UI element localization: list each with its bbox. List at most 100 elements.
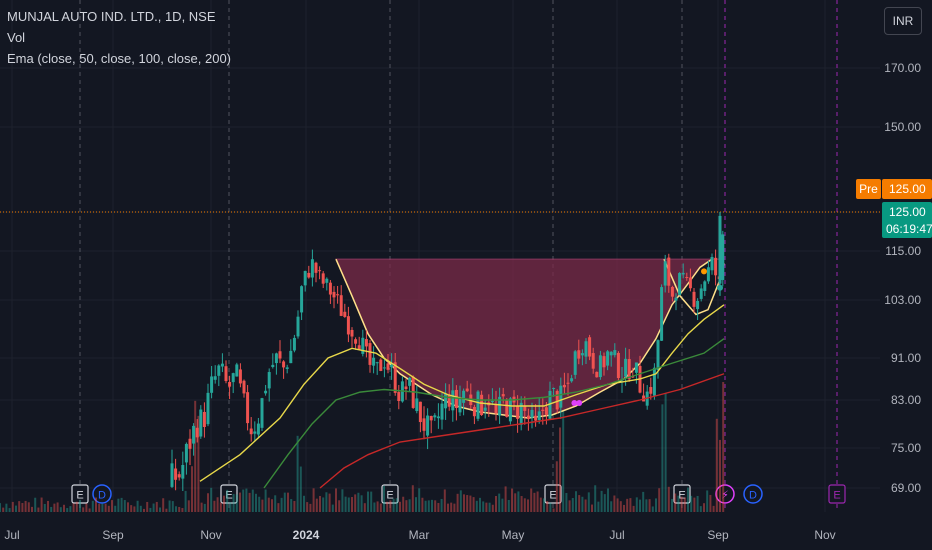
earnings-marker-6-shape — [828, 484, 846, 504]
candle-body — [300, 286, 304, 313]
volume-bar — [431, 499, 433, 512]
volume-bar — [370, 491, 373, 512]
volume-bar — [463, 494, 465, 512]
volume-bar — [511, 488, 513, 512]
last-price-badge — [882, 202, 932, 238]
volume-bar — [706, 490, 709, 512]
candle-body — [598, 355, 602, 378]
candle-body — [390, 364, 394, 368]
volume-bar — [219, 502, 222, 512]
volume-bar — [85, 503, 88, 512]
earnings-marker-3-label: E — [386, 490, 393, 502]
volume-bar — [527, 499, 529, 512]
time-tick-label: Jul — [609, 528, 624, 542]
volume-bar — [610, 501, 613, 512]
ema-200-line — [319, 373, 725, 489]
volume-bar — [187, 500, 190, 512]
candle-body — [184, 443, 188, 463]
split-marker-label: ⚡ — [721, 490, 729, 502]
volume-bar — [5, 503, 8, 512]
volume-bar — [351, 497, 353, 512]
volume-bar — [584, 499, 587, 512]
signal-dot-green — [717, 284, 723, 291]
candle-body — [703, 281, 707, 291]
volume-bar — [715, 418, 718, 512]
candle-body — [696, 300, 700, 310]
volume-bar — [296, 435, 299, 512]
volume-bar — [674, 493, 677, 512]
volume-bar — [648, 499, 651, 512]
candle-body — [174, 468, 178, 480]
earnings-marker-1-shape — [71, 484, 89, 504]
candle-body — [516, 406, 520, 419]
volume-bar — [632, 505, 635, 512]
volume-bar — [469, 495, 472, 512]
dividend-marker-1-label: D — [98, 490, 106, 502]
volume-bar — [63, 504, 65, 512]
earnings-marker-4: E — [544, 484, 562, 504]
volume-bar — [607, 488, 609, 512]
volume-bar — [597, 501, 600, 512]
earnings-marker-5-label: E — [678, 490, 685, 502]
volume-bar — [635, 497, 638, 512]
candle-body — [289, 350, 293, 364]
candle-body — [505, 400, 509, 417]
volume-bar — [280, 497, 283, 512]
candle-body — [346, 316, 350, 335]
candle-body — [267, 372, 271, 389]
volume-bars — [0, 382, 725, 512]
candle-body — [231, 373, 235, 383]
price-tick-label: 83.00 — [891, 393, 921, 407]
candle-body — [264, 390, 268, 394]
volume-bar — [245, 488, 248, 512]
volume-bar — [491, 504, 494, 512]
candle-body — [242, 380, 246, 394]
earnings-marker-5-shape — [673, 484, 691, 504]
candle-body — [440, 403, 444, 420]
candle-body — [368, 343, 372, 365]
volume-bar — [408, 499, 411, 512]
volume-bar — [40, 497, 43, 512]
volume-bar — [171, 501, 174, 512]
candle-body — [649, 387, 653, 394]
volume-bar — [255, 493, 257, 512]
candle-body — [296, 316, 300, 337]
volume-bar — [248, 492, 251, 512]
volume-bar — [415, 497, 417, 512]
volume-bar — [507, 499, 510, 512]
candle-body — [534, 415, 538, 421]
earnings-marker-3: E — [381, 484, 399, 504]
volume-bar — [613, 495, 616, 512]
candle-body — [303, 270, 307, 286]
candle-body — [235, 364, 239, 377]
candle-body — [570, 378, 574, 382]
volume-bar — [399, 501, 401, 512]
candle-body — [177, 474, 181, 478]
volume-bar — [91, 500, 94, 512]
symbol-title[interactable]: MUNJAL AUTO IND. LTD., 1D, NSE — [7, 9, 216, 24]
ema-100-line — [263, 338, 725, 489]
currency-button[interactable]: INR — [884, 7, 922, 35]
volume-bar — [43, 503, 46, 512]
volume-bar — [543, 498, 545, 512]
candle-body — [249, 428, 253, 435]
volume-bar — [661, 404, 664, 512]
volume-bar — [546, 501, 549, 512]
volume-bar — [216, 497, 219, 512]
ema-indicator-label[interactable]: Ema (close, 50, close, 100, close, 200) — [7, 51, 232, 66]
volume-bar — [354, 494, 357, 512]
candle-body — [634, 362, 638, 373]
candle-body — [573, 351, 577, 375]
volume-indicator-label[interactable]: Vol — [7, 30, 26, 45]
volume-bar — [360, 495, 363, 512]
dividend-marker-1: D — [92, 484, 112, 504]
volume-bar — [338, 500, 341, 512]
candle-body — [228, 381, 232, 387]
volume-bar — [21, 503, 24, 512]
candle-body — [282, 361, 286, 368]
candle-body — [660, 287, 664, 341]
volume-bar — [549, 502, 552, 512]
volume-bar — [107, 505, 110, 512]
volume-bar — [575, 491, 577, 512]
